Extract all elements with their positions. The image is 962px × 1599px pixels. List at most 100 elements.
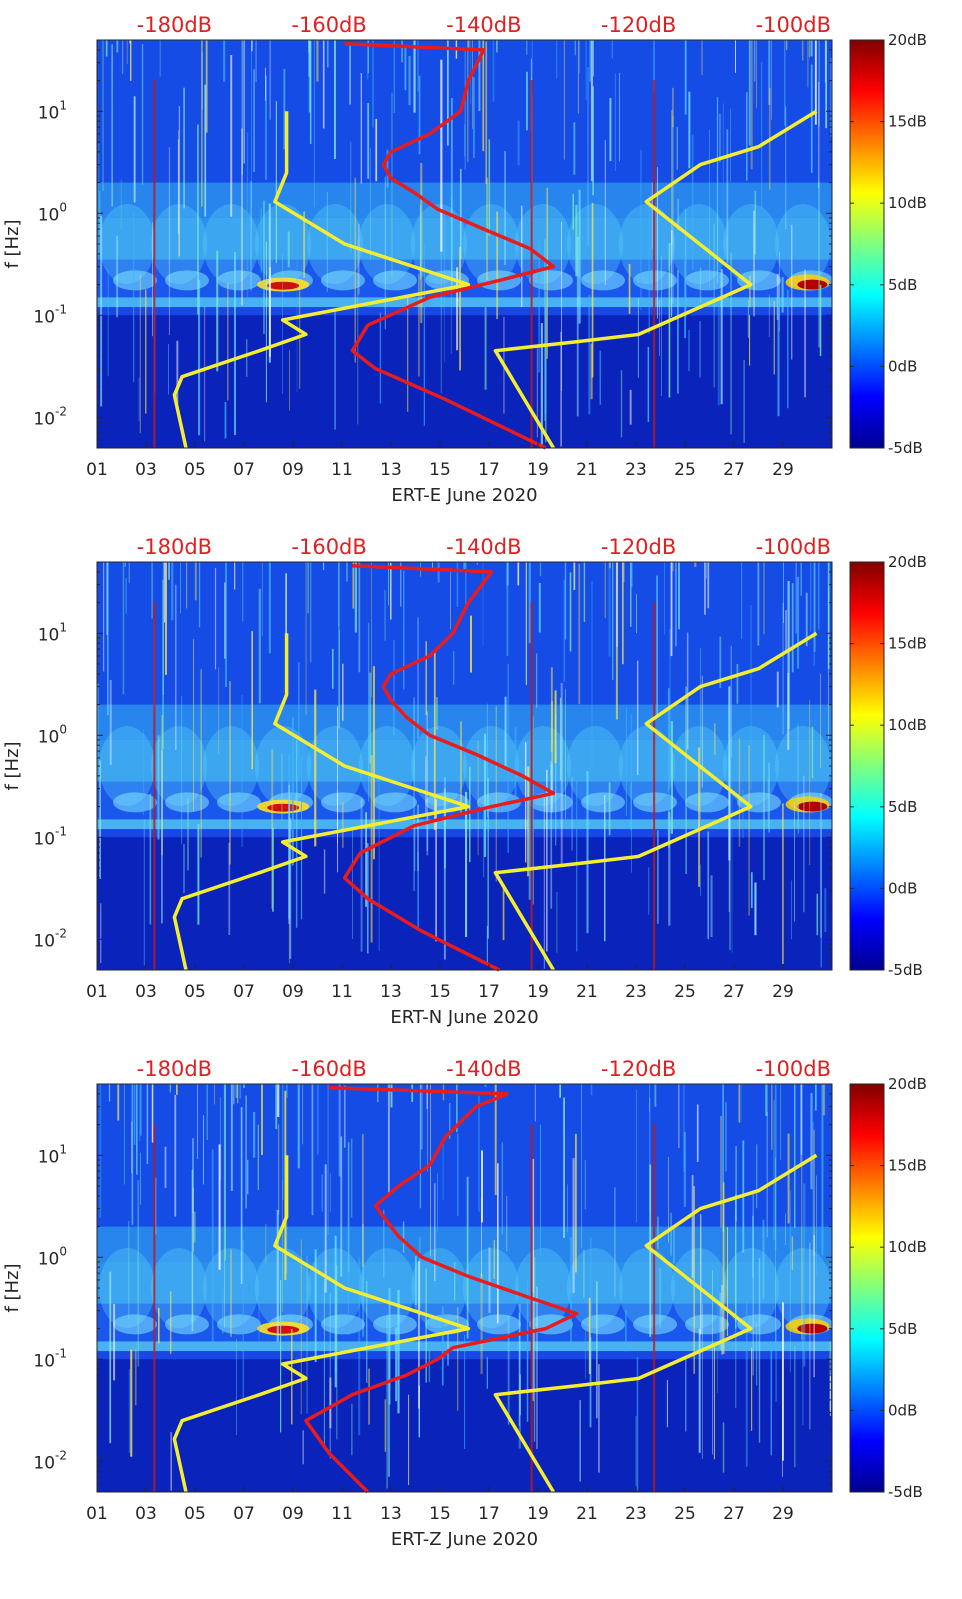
- psd-median-line: [344, 41, 556, 450]
- x-tick-label: 15: [429, 1504, 451, 1524]
- top-db-tick-label: -120dB: [601, 13, 676, 37]
- x-tick-label: 07: [233, 1504, 255, 1524]
- colorbar-tick-label: 10dB: [888, 716, 927, 734]
- x-tick-label: 03: [135, 1504, 157, 1524]
- x-tick-label: 17: [478, 1504, 500, 1524]
- x-tick-label: 21: [576, 1504, 598, 1524]
- top-db-tick-label: -120dB: [601, 535, 676, 559]
- x-tick-label: 25: [674, 1504, 696, 1524]
- spectrogram-image: [97, 1084, 833, 1492]
- colorbar-tick-label: -5dB: [888, 439, 923, 457]
- x-tick-label: 19: [527, 982, 549, 1002]
- panel-2: -180dB -160dB -140dB -120dB -100dB 01 03 05 07 09…: [2, 535, 927, 1028]
- x-tick-label: 23: [625, 982, 647, 1002]
- low-noise-model-line: [172, 111, 471, 449]
- colorbar-tick-label: 0dB: [888, 1401, 917, 1419]
- x-tick-label: 01: [86, 460, 108, 480]
- top-db-tick-label: -140dB: [446, 13, 521, 37]
- high-noise-model-line: [493, 1153, 818, 1493]
- colorbar-tick-label: 10dB: [888, 194, 927, 212]
- y-axis-label: f [Hz]: [2, 741, 23, 790]
- colorbar-tick-label: 0dB: [888, 879, 917, 897]
- x-axis-label: ERT-E June 2020: [391, 485, 537, 506]
- x-tick-label: 23: [625, 1504, 647, 1524]
- x-axis-label: ERT-Z June 2020: [391, 1529, 538, 1550]
- x-tick-label: 01: [86, 982, 108, 1002]
- x-tick-label: 25: [674, 460, 696, 480]
- x-tick-label: 29: [772, 460, 794, 480]
- psd-median-line: [342, 563, 556, 972]
- high-noise-model-line: [493, 631, 818, 971]
- y-tick-label: 10-2: [33, 404, 67, 429]
- x-tick-label: 05: [184, 1504, 206, 1524]
- y-tick-label: 100: [38, 200, 67, 225]
- y-tick-label: 101: [38, 620, 67, 645]
- y-tick-label: 101: [38, 1142, 67, 1167]
- colorbar-tick-label: 5dB: [888, 276, 917, 294]
- colorbar-tick-label: 5dB: [888, 1320, 917, 1338]
- y-tick-label: 10-1: [33, 824, 67, 849]
- y-axis-label: f [Hz]: [2, 1263, 23, 1312]
- colorbar: 20dB 15dB 10dB 5dB 0dB -5dB: [849, 1075, 927, 1501]
- colorbar-tick-label: 20dB: [888, 553, 927, 571]
- x-tick-label: 15: [429, 982, 451, 1002]
- x-tick-label: 03: [135, 982, 157, 1002]
- x-tick-label: 27: [723, 460, 745, 480]
- x-axis-label: ERT-N June 2020: [390, 1007, 538, 1028]
- x-tick-label: 09: [282, 460, 304, 480]
- y-tick-label: 100: [38, 722, 67, 747]
- top-db-tick-label: -180dB: [137, 1057, 212, 1081]
- top-db-tick-label: -100dB: [756, 13, 831, 37]
- colorbar-tick-label: 20dB: [888, 1075, 927, 1093]
- y-tick-label: 101: [38, 98, 67, 123]
- colorbar-tick-label: 20dB: [888, 31, 927, 49]
- y-tick-label: 10-1: [33, 1346, 67, 1371]
- colorbar-tick-label: 15dB: [888, 1157, 927, 1175]
- x-tick-label: 11: [331, 982, 353, 1002]
- spectrogram-image: [97, 562, 833, 970]
- low-noise-model-line: [172, 633, 471, 971]
- low-noise-model-line: [172, 1155, 471, 1493]
- x-tick-label: 13: [380, 1504, 402, 1524]
- x-tick-label: 27: [723, 982, 745, 1002]
- x-tick-label: 21: [576, 460, 598, 480]
- y-tick-label: 10-2: [33, 1448, 67, 1473]
- top-db-tick-label: -140dB: [446, 535, 521, 559]
- x-tick-label: 09: [282, 1504, 304, 1524]
- panel-1: -180dB -160dB -140dB -120dB -100dB 01 03 05 07 09…: [2, 13, 927, 506]
- colorbar-tick-label: 5dB: [888, 798, 917, 816]
- top-db-tick-label: -180dB: [137, 13, 212, 37]
- x-tick-label: 07: [233, 982, 255, 1002]
- top-db-tick-label: -160dB: [291, 535, 366, 559]
- colorbar-tick-label: 15dB: [888, 635, 927, 653]
- top-db-tick-label: -140dB: [446, 1057, 521, 1081]
- x-tick-label: 03: [135, 460, 157, 480]
- colorbar-tick-label: -5dB: [888, 1483, 923, 1501]
- x-tick-label: 23: [625, 460, 647, 480]
- high-noise-model-line: [493, 109, 818, 449]
- top-db-tick-label: -160dB: [291, 13, 366, 37]
- spectrogram-image: [97, 40, 833, 448]
- x-tick-label: 19: [527, 460, 549, 480]
- y-tick-label: 10-1: [33, 302, 67, 327]
- x-tick-label: 21: [576, 982, 598, 1002]
- y-axis-label: f [Hz]: [2, 219, 23, 268]
- x-tick-label: 17: [478, 982, 500, 1002]
- x-tick-label: 27: [723, 1504, 745, 1524]
- top-db-tick-label: -100dB: [756, 1057, 831, 1081]
- psd-median-line: [304, 1085, 579, 1494]
- top-db-tick-label: -180dB: [137, 535, 212, 559]
- x-tick-label: 13: [380, 460, 402, 480]
- x-tick-label: 19: [527, 1504, 549, 1524]
- x-tick-label: 11: [331, 460, 353, 480]
- colorbar: 20dB 15dB 10dB 5dB 0dB -5dB: [849, 553, 927, 979]
- x-tick-label: 09: [282, 982, 304, 1002]
- top-db-tick-label: -120dB: [601, 1057, 676, 1081]
- colorbar: 20dB 15dB 10dB 5dB 0dB -5dB: [849, 31, 927, 457]
- x-tick-label: 05: [184, 460, 206, 480]
- y-tick-label: 100: [38, 1244, 67, 1269]
- colorbar-tick-label: -5dB: [888, 961, 923, 979]
- x-tick-label: 25: [674, 982, 696, 1002]
- x-tick-label: 13: [380, 982, 402, 1002]
